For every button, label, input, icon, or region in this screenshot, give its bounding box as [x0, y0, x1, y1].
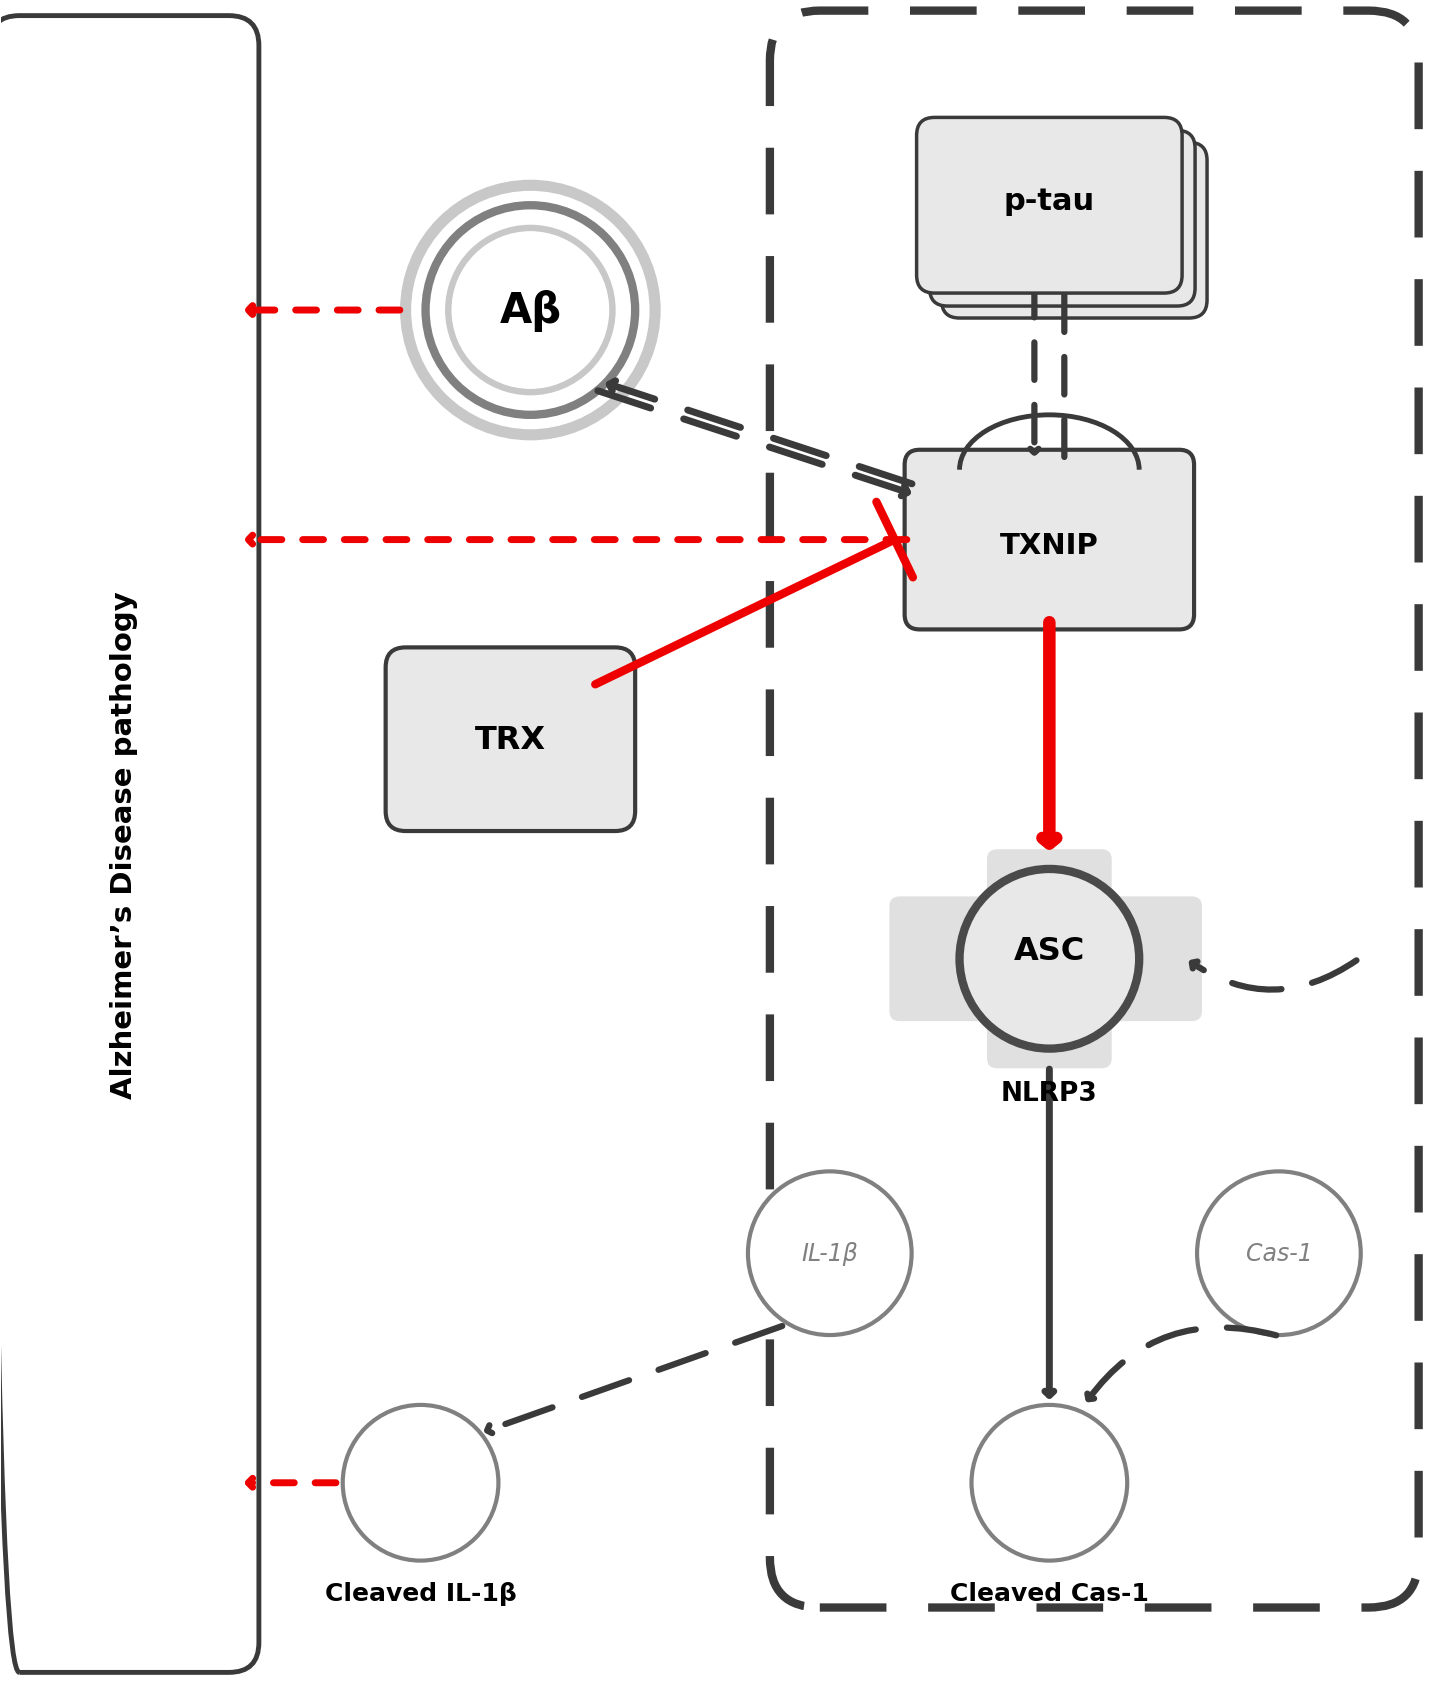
- FancyBboxPatch shape: [889, 897, 1001, 1022]
- Text: ASC: ASC: [1014, 936, 1086, 966]
- Text: Aβ: Aβ: [499, 291, 562, 331]
- FancyBboxPatch shape: [987, 954, 1111, 1069]
- Circle shape: [452, 231, 609, 390]
- Circle shape: [959, 870, 1139, 1049]
- FancyBboxPatch shape: [386, 649, 635, 831]
- Text: IL-1β: IL-1β: [802, 1241, 858, 1265]
- Circle shape: [1197, 1172, 1361, 1336]
- Text: p-tau: p-tau: [1004, 187, 1096, 216]
- FancyBboxPatch shape: [1090, 897, 1202, 1022]
- Text: Cleaved IL-1β: Cleaved IL-1β: [324, 1581, 516, 1605]
- Text: Cleaved Cas-1: Cleaved Cas-1: [949, 1581, 1149, 1605]
- Circle shape: [749, 1172, 912, 1336]
- Circle shape: [343, 1405, 499, 1561]
- FancyBboxPatch shape: [916, 118, 1182, 294]
- Circle shape: [971, 1405, 1127, 1561]
- Text: Alzheimer’s Disease pathology: Alzheimer’s Disease pathology: [110, 591, 138, 1098]
- FancyBboxPatch shape: [929, 132, 1195, 307]
- FancyBboxPatch shape: [905, 451, 1195, 630]
- FancyBboxPatch shape: [942, 144, 1207, 319]
- Text: NLRP3: NLRP3: [1001, 1081, 1098, 1106]
- Text: Cas-1: Cas-1: [1246, 1241, 1312, 1265]
- FancyBboxPatch shape: [987, 850, 1111, 964]
- Text: TRX: TRX: [475, 725, 546, 755]
- Text: TXNIP: TXNIP: [999, 532, 1098, 559]
